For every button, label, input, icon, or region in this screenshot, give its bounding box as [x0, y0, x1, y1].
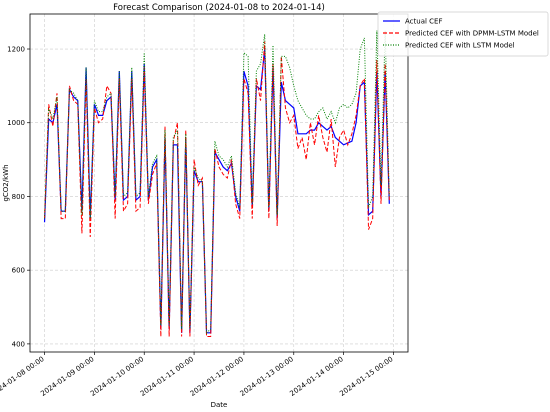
legend-label: Predicted CEF with DPMM-LSTM Model	[405, 30, 539, 38]
y-tick-label: 800	[12, 193, 25, 201]
x-tick-label: 2024-01-12 00:00	[189, 355, 245, 398]
legend-label: Predicted CEF with LSTM Model	[405, 42, 515, 50]
y-tick-label: 400	[12, 340, 25, 348]
y-tick-label: 1000	[7, 119, 25, 127]
chart-title: Forecast Comparison (2024-01-08 to 2024-…	[113, 3, 325, 13]
y-axis-label: gCO2/kWh	[2, 164, 10, 201]
x-tick-label: 2024-01-09 00:00	[39, 355, 95, 398]
x-tick-label: 2024-01-11 00:00	[139, 355, 195, 398]
x-tick-label: 2024-01-13 00:00	[239, 355, 295, 398]
series-line	[44, 41, 390, 338]
x-tick-label: 2024-01-15 00:00	[338, 355, 394, 398]
series-line	[44, 30, 390, 334]
x-tick-label: 2024-01-14 00:00	[288, 355, 344, 398]
x-tick-label: 2024-01-10 00:00	[89, 355, 145, 398]
legend-box	[377, 11, 549, 57]
legend-label: Actual CEF	[405, 18, 443, 26]
y-tick-label: 600	[12, 267, 25, 275]
series-line	[43, 48, 390, 334]
x-axis-label: Date	[211, 401, 228, 409]
legend: Actual CEF Predicted CEF with DPMM-LSTM M…	[377, 11, 549, 57]
plot-frame	[29, 13, 409, 353]
y-tick-label: 1200	[7, 46, 25, 54]
